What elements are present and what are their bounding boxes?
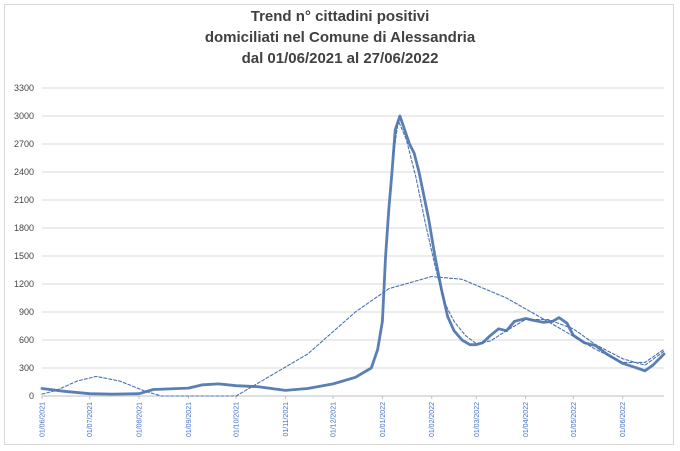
y-axis-ticks: 0 300 600 900 1200 1500 1800 2100 2400 2700 3000 33… [14, 83, 34, 401]
y-tick-label: 2100 [14, 195, 34, 205]
x-tick-label: 01/05/2022 [571, 402, 578, 437]
trend-line-1 [41, 275, 665, 397]
chart-frame [4, 4, 674, 445]
y-tick-label: 1800 [14, 223, 34, 233]
chart-title-line-2: domiciliati nel Comune di Alessandria [204, 29, 476, 46]
chart-title: Trend n° cittadini positivi domiciliati … [0, 6, 680, 69]
y-tick-label: 2400 [14, 167, 34, 177]
x-tick-label: 01/01/2022 [380, 402, 387, 437]
y-tick-label: 900 [19, 307, 34, 317]
plot-area [40, 114, 666, 397]
y-tick-label: 0 [29, 391, 34, 401]
y-tick-label: 1200 [14, 279, 34, 289]
x-tick-label: 01/03/2022 [474, 402, 481, 437]
series-line-positives [40, 114, 666, 396]
y-tick-label: 2700 [14, 139, 34, 149]
chart-title-line-1: Trend n° cittadini positivi [250, 8, 430, 25]
chart-title-line-3: dal 01/06/2021 al 27/06/2022 [241, 50, 439, 67]
x-tick-label: 01/11/2021 [283, 402, 290, 437]
y-tick-label: 3300 [14, 83, 34, 93]
x-tick-label: 01/12/2021 [331, 402, 338, 437]
x-tick-label: 01/06/2022 [620, 402, 627, 437]
trend-line-2 [393, 120, 665, 366]
x-tick-label: 01/04/2022 [523, 402, 530, 437]
y-tick-label: 3000 [14, 111, 34, 121]
x-axis-ticks: 01/06/2021 01/07/2021 01/08/2021 01/09/2021… [40, 396, 627, 437]
x-tick-label: 01/07/2021 [87, 402, 94, 437]
y-tick-label: 600 [19, 335, 34, 345]
x-tick-label: 01/09/2021 [186, 402, 193, 437]
x-tick-label: 01/10/2021 [234, 402, 241, 437]
x-tick-label: 01/08/2021 [137, 402, 144, 437]
x-tick-label: 01/06/2021 [40, 402, 47, 437]
y-tick-label: 300 [19, 363, 34, 373]
y-tick-label: 1500 [14, 251, 34, 261]
x-tick-label: 01/02/2022 [429, 402, 436, 437]
grid-lines [42, 87, 664, 397]
